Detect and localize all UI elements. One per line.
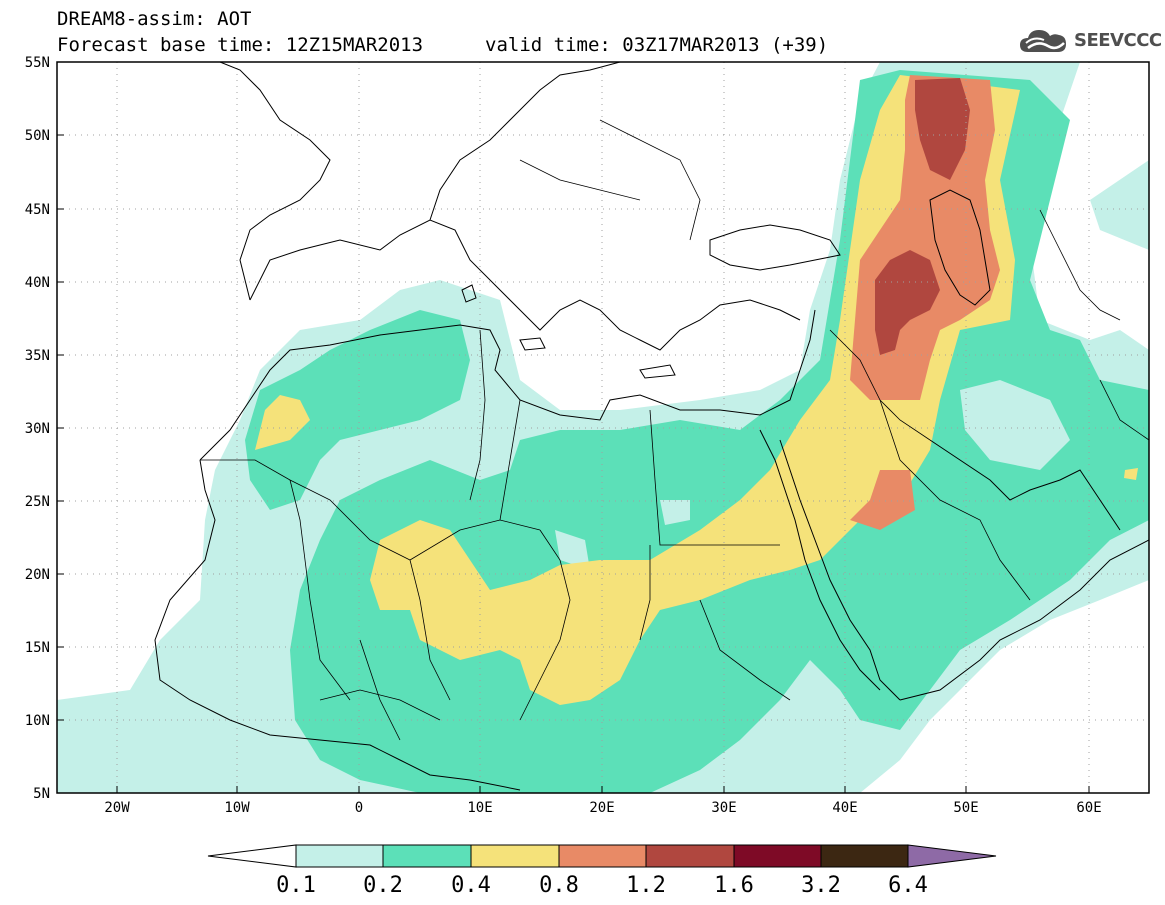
logo-text: SEEVCCC: [1074, 29, 1162, 51]
lat-label: 20N: [25, 567, 50, 583]
lon-label: 20E: [589, 800, 614, 816]
colorbar-segment: [382, 844, 472, 868]
lon-label: 10E: [467, 800, 492, 816]
valid-time: valid time: 03Z17MAR2013 (+39): [485, 34, 829, 56]
lon-label: 50E: [953, 800, 978, 816]
gridlines: [57, 62, 1149, 793]
colorbar-label: 3.2: [801, 873, 841, 898]
map-content: [57, 62, 1149, 793]
lon-labels: 20W 10W 0 10E 20E 30E 40E 50E 60E: [104, 800, 1101, 816]
lat-label: 15N: [25, 640, 50, 656]
lon-label: 30E: [711, 800, 736, 816]
colorbar-label: 0.2: [363, 873, 403, 898]
colorbar-label: 1.2: [626, 873, 666, 898]
lat-label: 10N: [25, 713, 50, 729]
lon-label: 40E: [832, 800, 857, 816]
colorbar-label: 0.4: [451, 873, 491, 898]
lat-label: 5N: [33, 786, 50, 802]
seevccc-logo: SEEVCCC: [1018, 24, 1162, 56]
lon-label: 10W: [224, 800, 250, 816]
colorbar-segment: [558, 844, 647, 868]
aot-band-1.2-1.6: [875, 78, 970, 355]
lat-label: 55N: [25, 55, 50, 71]
lat-label: 35N: [25, 348, 50, 364]
colorbar-segment: [645, 844, 735, 868]
colorbar-label: 1.6: [714, 873, 754, 898]
coastlines: [154, 62, 1149, 791]
colorbar-over-arrow: [907, 844, 997, 868]
colorbar-under-arrow: [207, 844, 297, 868]
lat-label: 25N: [25, 494, 50, 510]
lat-label: 30N: [25, 421, 50, 437]
axis-ticks: [57, 134, 1090, 793]
colorbar-label: 0.8: [539, 873, 579, 898]
lat-label: 45N: [25, 202, 50, 218]
title-line2: Forecast base time: 12Z15MAR2013: [57, 34, 424, 56]
country-borders: [200, 119, 1149, 741]
colorbar-segment: [733, 844, 822, 868]
lon-label: 60E: [1076, 800, 1101, 816]
colorbar-segment: [295, 844, 384, 868]
aot-low-holes: [555, 380, 1070, 570]
colorbar-label: 6.4: [888, 873, 928, 898]
colorbar-segment: [470, 844, 560, 868]
aot-band-0.4-0.8: [255, 75, 1138, 705]
colorbar-label: 0.1: [276, 873, 316, 898]
cloud-icon: [1020, 30, 1066, 52]
lat-labels: 55N 50N 45N 40N 35N 30N 25N 20N 15N 10N …: [25, 55, 50, 802]
lat-label: 40N: [25, 275, 50, 291]
colorbar-segment: [820, 844, 909, 868]
lon-label: 0: [355, 800, 363, 816]
colorbar: 0.1 0.2 0.4 0.8 1.2 1.6 3.2 6.4: [207, 844, 997, 898]
lon-label: 20W: [104, 800, 130, 816]
title-line1: DREAM8-assim: AOT: [57, 8, 252, 30]
lat-label: 50N: [25, 128, 50, 144]
